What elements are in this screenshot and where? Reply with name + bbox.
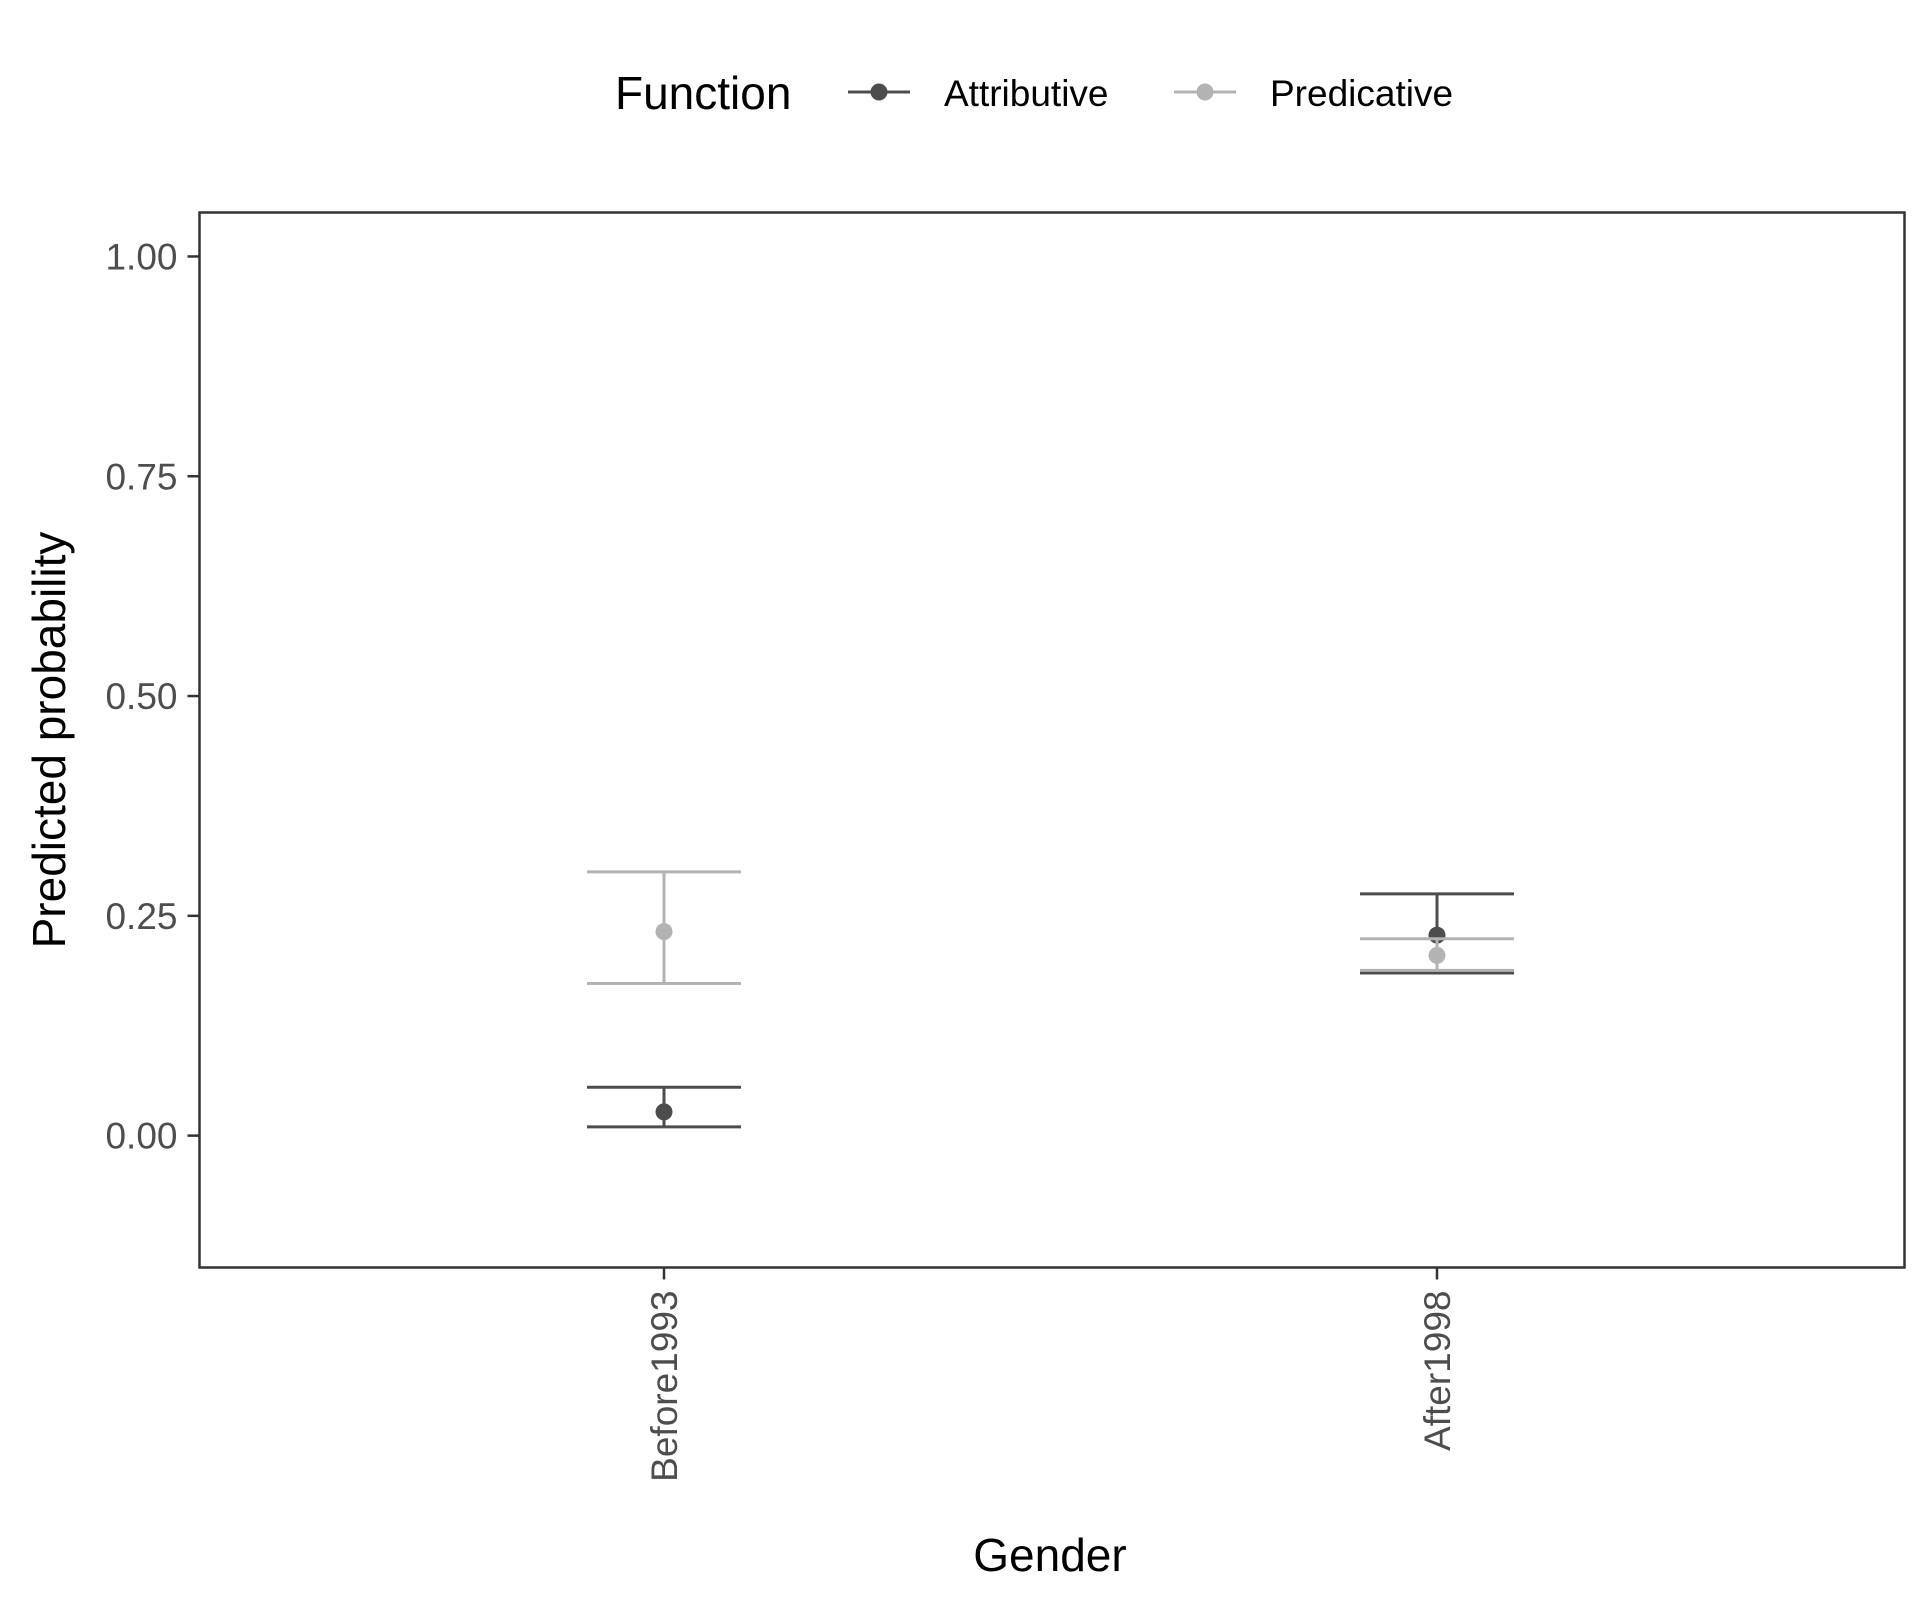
data-point	[1428, 946, 1446, 964]
legend-key	[848, 83, 910, 101]
errorbar-group	[587, 1085, 741, 1129]
x-tick-label: Before1993	[644, 1291, 685, 1482]
legend-title: Function	[615, 67, 791, 119]
x-axis-title: Gender	[973, 1529, 1126, 1581]
y-axis: 0.00 0.25 0.50 0.75 1.00	[105, 236, 200, 1157]
plot-panel	[198, 211, 1906, 1269]
errorbar-group	[587, 870, 741, 986]
legend-label: Attributive	[944, 73, 1109, 114]
data-point	[655, 1103, 673, 1121]
y-tick-label: 1.00	[105, 236, 177, 277]
legend-key	[1174, 83, 1236, 101]
x-tick-label: After1998	[1417, 1291, 1458, 1451]
y-tick-label: 0.50	[105, 676, 177, 717]
legend: Function Attributive Predicative	[615, 67, 1453, 119]
y-tick-label: 0.75	[105, 456, 177, 497]
legend-key-point	[870, 83, 888, 101]
y-axis-title: Predicted probability	[23, 532, 75, 949]
y-tick-label: 0.00	[105, 1116, 177, 1157]
errorbar-group	[1360, 937, 1514, 972]
data-marks	[587, 870, 1514, 1129]
data-point	[655, 923, 673, 941]
y-tick-label: 0.25	[105, 896, 177, 937]
x-axis: Before1993 After1998	[644, 1267, 1458, 1482]
legend-key-point	[1196, 83, 1214, 101]
legend-label: Predicative	[1270, 73, 1453, 114]
